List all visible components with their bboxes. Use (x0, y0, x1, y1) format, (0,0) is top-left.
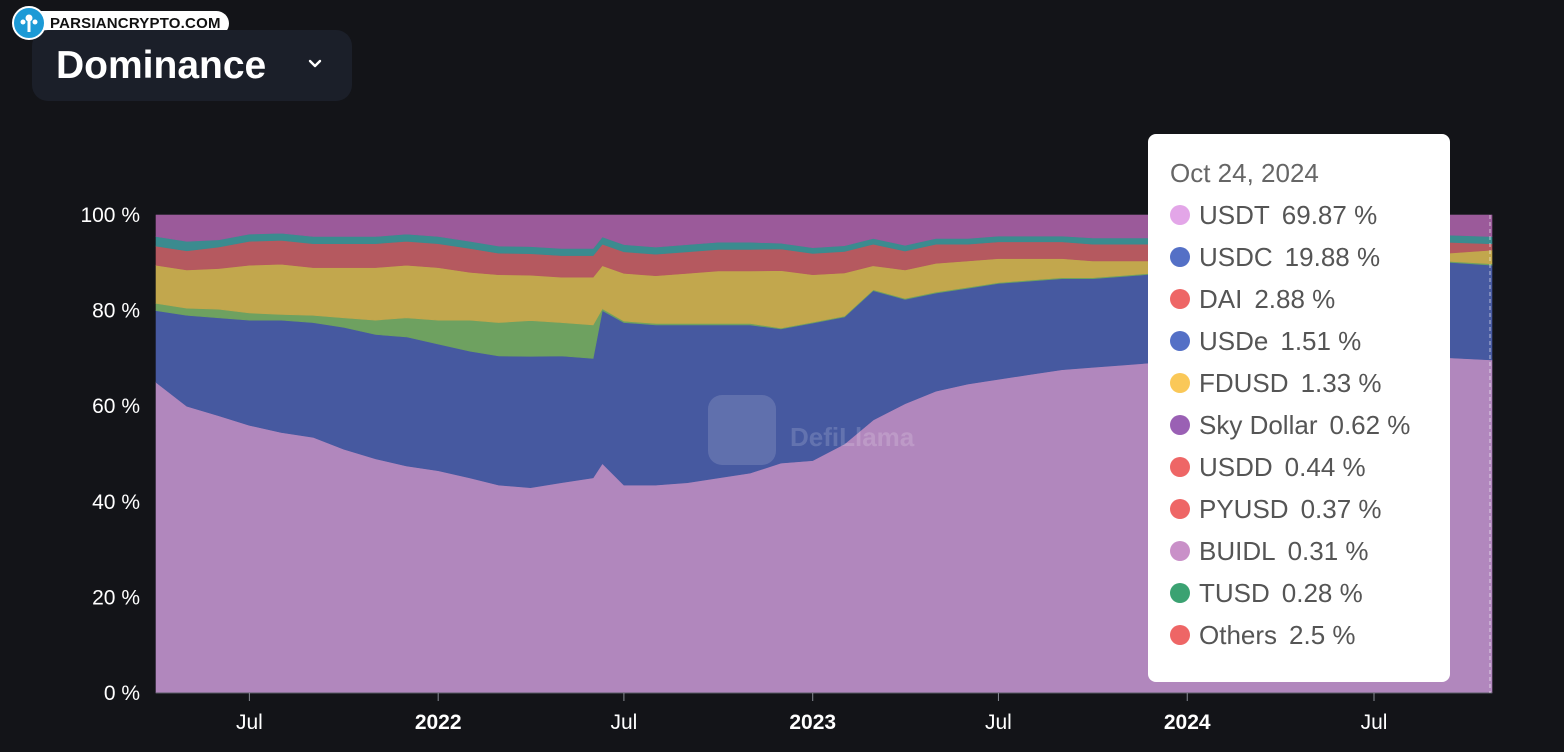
tooltip-series-value: 0.62 % (1329, 409, 1411, 440)
legend-dot-icon (1170, 247, 1190, 267)
legend-dot-icon (1170, 457, 1190, 477)
tooltip-series-name: Sky Dollar (1199, 409, 1318, 440)
x-tick-label: Jul (985, 711, 1012, 734)
tooltip-series-value: 0.37 % (1300, 493, 1382, 524)
x-axis: Jul 2022 Jul 2023 Jul 2024 Jul (156, 692, 1492, 734)
tooltip-row: DAI 2.88 % (1170, 278, 1450, 320)
y-tick-label: 80 % (92, 300, 140, 323)
y-axis: 0 % 20 % 40 % 60 % 80 % 100 % (80, 204, 140, 705)
y-tick-label: 40 % (92, 491, 140, 514)
y-tick-label: 100 % (80, 204, 140, 227)
legend-dot-icon (1170, 331, 1190, 351)
tooltip-row: Sky Dollar 0.62 % (1170, 404, 1450, 446)
metric-selector[interactable]: Dominance (32, 30, 352, 101)
legend-dot-icon (1170, 373, 1190, 393)
tooltip-series-name: Others (1199, 619, 1278, 650)
tooltip-series-value: 0.44 % (1284, 451, 1366, 482)
legend-dot-icon (1170, 583, 1190, 603)
tooltip-series-name: USDC (1199, 241, 1273, 272)
chart-tooltip: Oct 24, 2024 USDT 69.87 % USDC 19.88 % DAI 2.… (1148, 134, 1450, 682)
x-tick-label: 2022 (415, 711, 462, 734)
tooltip-series-name: TUSD (1199, 577, 1270, 608)
legend-dot-icon (1170, 205, 1190, 225)
tooltip-series-value: 2.88 % (1254, 283, 1336, 314)
tooltip-series-name: USDD (1199, 451, 1273, 482)
tooltip-row: USDC 19.88 % (1170, 236, 1450, 278)
x-tick-label: Jul (1361, 711, 1388, 734)
tooltip-series-name: FDUSD (1199, 367, 1289, 398)
tooltip-date: Oct 24, 2024 (1170, 158, 1319, 188)
chevron-down-icon (308, 59, 322, 68)
x-tick-label: Jul (610, 711, 637, 734)
tooltip-series-value: 2.5 % (1289, 619, 1356, 650)
tooltip-rows: USDT 69.87 % USDC 19.88 % DAI 2.88 % USDe 1.51 … (1170, 194, 1450, 656)
tooltip-row: TUSD 0.28 % (1170, 572, 1450, 614)
tooltip-series-name: USDe (1199, 325, 1269, 356)
tooltip-row: USDe 1.51 % (1170, 320, 1450, 362)
brand-logo-icon (12, 6, 46, 40)
tooltip-series-value: 69.87 % (1281, 199, 1378, 230)
tooltip-row: Others 2.5 % (1170, 614, 1450, 656)
tooltip-row: FDUSD 1.33 % (1170, 362, 1450, 404)
tooltip-row: USDD 0.44 % (1170, 446, 1450, 488)
legend-dot-icon (1170, 541, 1190, 561)
tooltip-series-value: 1.33 % (1300, 367, 1382, 398)
tooltip-row: USDT 69.87 % (1170, 194, 1450, 236)
legend-dot-icon (1170, 499, 1190, 519)
y-tick-label: 0 % (104, 682, 140, 705)
tooltip-series-value: 1.51 % (1280, 325, 1362, 356)
y-tick-label: 20 % (92, 586, 140, 609)
legend-dot-icon (1170, 415, 1190, 435)
tooltip-series-value: 0.28 % (1281, 577, 1363, 608)
tooltip-row: PYUSD 0.37 % (1170, 488, 1450, 530)
x-tick-label: Jul (236, 711, 263, 734)
tooltip-row: BUIDL 0.31 % (1170, 530, 1450, 572)
legend-dot-icon (1170, 625, 1190, 645)
tooltip-series-name: USDT (1199, 199, 1270, 230)
metric-selector-label: Dominance (56, 43, 267, 87)
legend-dot-icon (1170, 289, 1190, 309)
y-tick-label: 60 % (92, 395, 140, 418)
x-tick-label: 2024 (1164, 711, 1211, 734)
tooltip-series-value: 19.88 % (1284, 241, 1381, 272)
tooltip-series-name: PYUSD (1199, 493, 1289, 524)
x-tick-label: 2023 (789, 711, 836, 734)
tooltip-series-value: 0.31 % (1287, 535, 1369, 566)
tooltip-series-name: DAI (1199, 283, 1243, 314)
tooltip-series-name: BUIDL (1199, 535, 1276, 566)
watermark-logo-icon (708, 395, 776, 465)
watermark-text: DefiLlama (790, 422, 915, 452)
